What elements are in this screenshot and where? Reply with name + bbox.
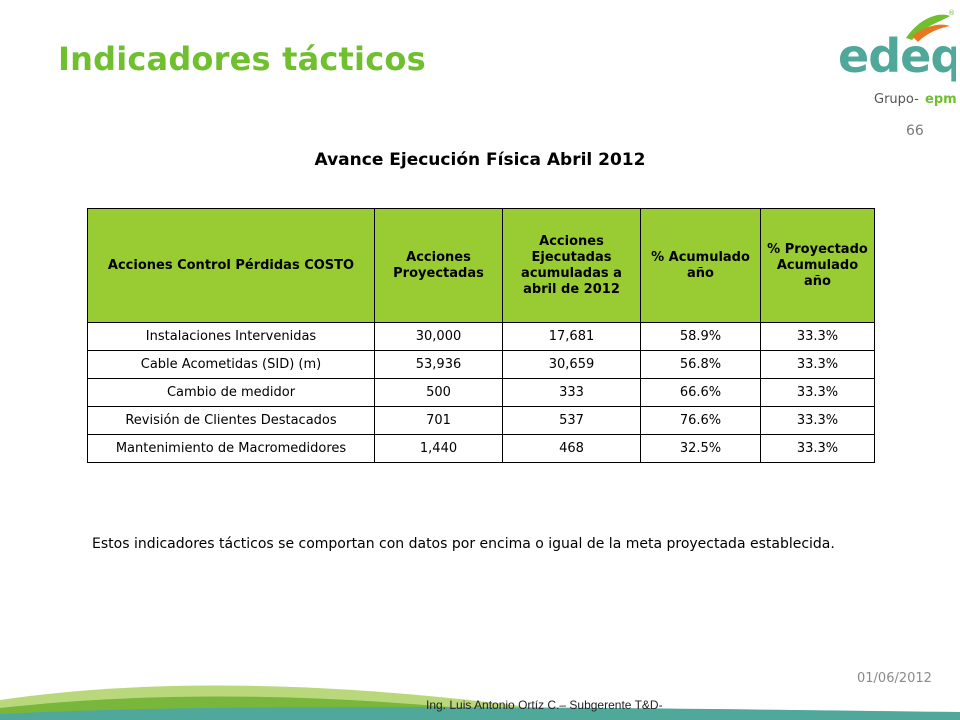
cell-proyectadas: 30,000 xyxy=(374,322,503,351)
cell-ejecutadas: 537 xyxy=(502,406,641,435)
cell-pct-proyectado: 33.3% xyxy=(760,406,875,435)
group-prefix: Grupo- xyxy=(874,92,919,107)
cell-pct-acumulado: 66.6% xyxy=(640,378,761,407)
header-acciones-ejecutadas: Acciones Ejecutadas acumuladas a abril d… xyxy=(502,208,641,323)
cell-pct-acumulado: 32.5% xyxy=(640,434,761,463)
logo-graphic: ® edeq Grupo- epm xyxy=(838,9,960,107)
cell-ejecutadas: 468 xyxy=(502,434,641,463)
summary-note: Estos indicadores tácticos se comportan … xyxy=(92,536,835,552)
row-label: Cambio de medidor xyxy=(87,378,375,407)
cell-pct-proyectado: 33.3% xyxy=(760,378,875,407)
header-pct-proyectado: % Proyectado Acumulado año xyxy=(760,208,875,323)
cell-proyectadas: 500 xyxy=(374,378,503,407)
table-header-row: Acciones Control Pérdidas COSTO Acciones… xyxy=(87,208,875,323)
indicators-table: Acciones Control Pérdidas COSTO Acciones… xyxy=(87,208,875,463)
slide-date: 01/06/2012 xyxy=(857,671,932,686)
row-label: Instalaciones Intervenidas xyxy=(87,322,375,351)
header-acciones-control: Acciones Control Pérdidas COSTO xyxy=(87,208,375,323)
registered-mark: ® xyxy=(948,9,955,17)
slide-title: Indicadores tácticos xyxy=(58,40,426,78)
row-label: Mantenimiento de Macromedidores xyxy=(87,434,375,463)
table-row: Cambio de medidor 500 333 66.6% 33.3% xyxy=(87,378,875,407)
cell-proyectadas: 701 xyxy=(374,406,503,435)
table-title: Avance Ejecución Física Abril 2012 xyxy=(314,150,646,170)
brand-wordmark: edeq xyxy=(838,29,956,83)
footer-swoosh xyxy=(0,685,960,720)
header-acciones-proyectadas: Acciones Proyectadas xyxy=(374,208,503,323)
header-pct-acumulado: % Acumulado año xyxy=(640,208,761,323)
cell-ejecutadas: 17,681 xyxy=(502,322,641,351)
cell-ejecutadas: 333 xyxy=(502,378,641,407)
footer-author: Ing. Luis Antonio Ortíz C.– Subgerente T… xyxy=(426,698,663,712)
cell-pct-acumulado: 56.8% xyxy=(640,350,761,379)
cell-pct-proyectado: 33.3% xyxy=(760,350,875,379)
row-label: Revisión de Clientes Destacados xyxy=(87,406,375,435)
table-row: Cable Acometidas (SID) (m) 53,936 30,659… xyxy=(87,350,875,379)
cell-pct-proyectado: 33.3% xyxy=(760,322,875,351)
table-row: Instalaciones Intervenidas 30,000 17,681… xyxy=(87,322,875,351)
cell-pct-acumulado: 76.6% xyxy=(640,406,761,435)
table-row: Mantenimiento de Macromedidores 1,440 46… xyxy=(87,434,875,463)
table-row: Revisión de Clientes Destacados 701 537 … xyxy=(87,406,875,435)
cell-proyectadas: 1,440 xyxy=(374,434,503,463)
edeq-logo: ® edeq Grupo- epm xyxy=(836,6,960,110)
cell-proyectadas: 53,936 xyxy=(374,350,503,379)
cell-pct-proyectado: 33.3% xyxy=(760,434,875,463)
cell-pct-acumulado: 58.9% xyxy=(640,322,761,351)
cell-ejecutadas: 30,659 xyxy=(502,350,641,379)
group-name: epm xyxy=(925,92,956,107)
page-number: 66 xyxy=(906,123,924,139)
row-label: Cable Acometidas (SID) (m) xyxy=(87,350,375,379)
